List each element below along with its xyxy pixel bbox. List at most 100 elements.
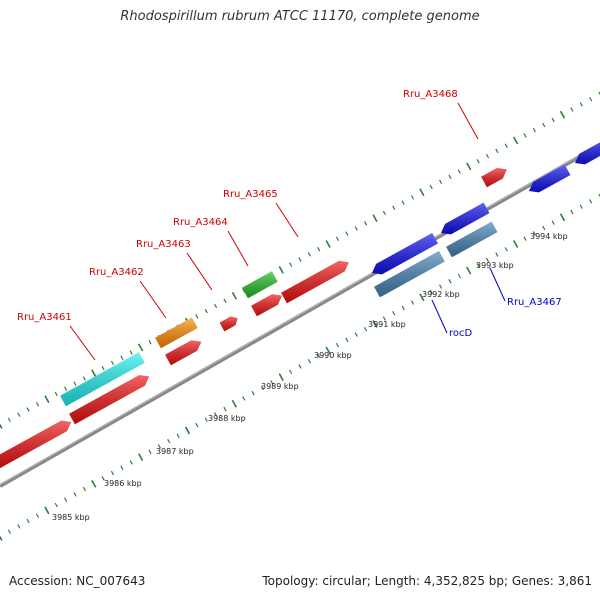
tick-mark: [17, 524, 21, 529]
tick-mark: [231, 399, 238, 408]
tick-mark: [364, 326, 368, 332]
tick-mark: [589, 199, 593, 204]
gene-label: Rru_A3462: [89, 267, 144, 278]
tick-mark: [214, 412, 218, 417]
tick-mark: [532, 231, 536, 236]
scale-label: 3992 kbp: [422, 290, 460, 299]
tick-mark: [523, 133, 527, 138]
label-leader-line: [431, 299, 448, 334]
gene-feature: [372, 233, 438, 275]
tick-mark: [73, 492, 77, 497]
tick-mark: [504, 143, 508, 148]
label-leader-line: [227, 230, 249, 267]
scale-label: 3985 kbp: [52, 513, 90, 522]
tick-marks: [0, 91, 600, 541]
tick-mark: [382, 316, 386, 321]
tick-mark: [64, 386, 68, 392]
tick-mark: [260, 385, 265, 391]
tick-mark: [476, 159, 480, 164]
genome-summary-text: Topology: circular; Length: 4,352,825 bp…: [262, 574, 592, 588]
scale-label: 3993 kbp: [476, 261, 514, 270]
tick-mark: [410, 300, 415, 305]
map-title: Rhodospirillum rubrum ATCC 11170, comple…: [120, 9, 480, 24]
tick-mark: [0, 423, 3, 429]
tick-mark: [91, 369, 97, 378]
tick-mark: [382, 210, 386, 216]
gene-feature: [219, 316, 238, 332]
tick-mark: [129, 350, 133, 355]
tick-mark: [392, 311, 396, 316]
gene-feature: [60, 352, 145, 407]
tick-mark: [307, 358, 311, 364]
tick-mark: [429, 184, 433, 190]
gene-feature: [374, 251, 445, 298]
tick-mark: [148, 449, 152, 454]
label-leader-line: [275, 202, 299, 238]
tick-mark: [439, 284, 443, 289]
outer-tick-row: [0, 91, 600, 429]
tick-mark: [401, 305, 405, 311]
tick-mark: [448, 174, 452, 179]
scale-label: 3987 kbp: [156, 447, 194, 456]
tick-mark: [476, 263, 480, 268]
tick-mark: [317, 353, 321, 359]
tick-mark: [54, 502, 58, 508]
tick-mark: [551, 220, 555, 225]
tick-mark: [44, 506, 50, 515]
tick-mark: [335, 342, 340, 348]
tick-mark: [598, 91, 600, 96]
tick-mark: [231, 291, 238, 300]
gene-label: Rru_A3468: [403, 89, 458, 100]
tick-mark: [223, 406, 227, 412]
tick-mark: [298, 257, 302, 262]
tick-mark: [364, 221, 368, 226]
tick-mark: [148, 340, 152, 345]
tick-mark: [214, 303, 218, 309]
tick-mark: [82, 486, 86, 492]
label-leader-line: [69, 325, 96, 361]
gene-feature: [165, 340, 202, 366]
tick-mark: [184, 426, 191, 435]
inner-tick-row: [0, 193, 600, 541]
tick-mark: [354, 332, 358, 337]
backbone-highlight: [0, 143, 600, 486]
tick-mark: [110, 360, 115, 366]
backbone-line: [0, 143, 600, 488]
tick-mark: [512, 136, 519, 145]
tick-mark: [325, 240, 331, 248]
tick-mark: [129, 460, 133, 465]
tick-mark: [44, 395, 50, 404]
tick-mark: [542, 225, 546, 231]
tick-mark: [17, 412, 21, 417]
tick-mark: [419, 293, 425, 302]
tick-mark: [410, 195, 415, 200]
tick-mark: [137, 453, 144, 461]
gene-feature: [242, 271, 278, 299]
tick-mark: [345, 231, 349, 236]
tick-mark: [570, 107, 574, 112]
gene-feature: [441, 202, 490, 235]
tick-mark: [345, 337, 349, 343]
tick-mark: [223, 298, 227, 304]
gene-label: Rru_A3461: [17, 312, 72, 323]
tick-mark: [101, 476, 105, 481]
tick-mark: [278, 265, 284, 274]
label-leader-line: [457, 102, 479, 140]
tick-mark: [325, 346, 331, 355]
tick-mark: [495, 252, 499, 257]
tick-mark: [485, 257, 490, 263]
scale-label: 3986 kbp: [104, 479, 142, 488]
tick-mark: [242, 396, 246, 401]
tick-mark: [598, 193, 600, 198]
tick-mark: [457, 273, 461, 279]
tick-mark: [504, 247, 508, 252]
tick-mark: [157, 444, 161, 449]
tick-mark: [7, 529, 11, 534]
tick-mark: [559, 110, 566, 119]
tick-mark: [419, 188, 425, 197]
tick-mark: [298, 364, 302, 369]
tick-mark: [270, 380, 274, 385]
gene-feature: [0, 420, 72, 469]
tick-mark: [570, 209, 574, 215]
